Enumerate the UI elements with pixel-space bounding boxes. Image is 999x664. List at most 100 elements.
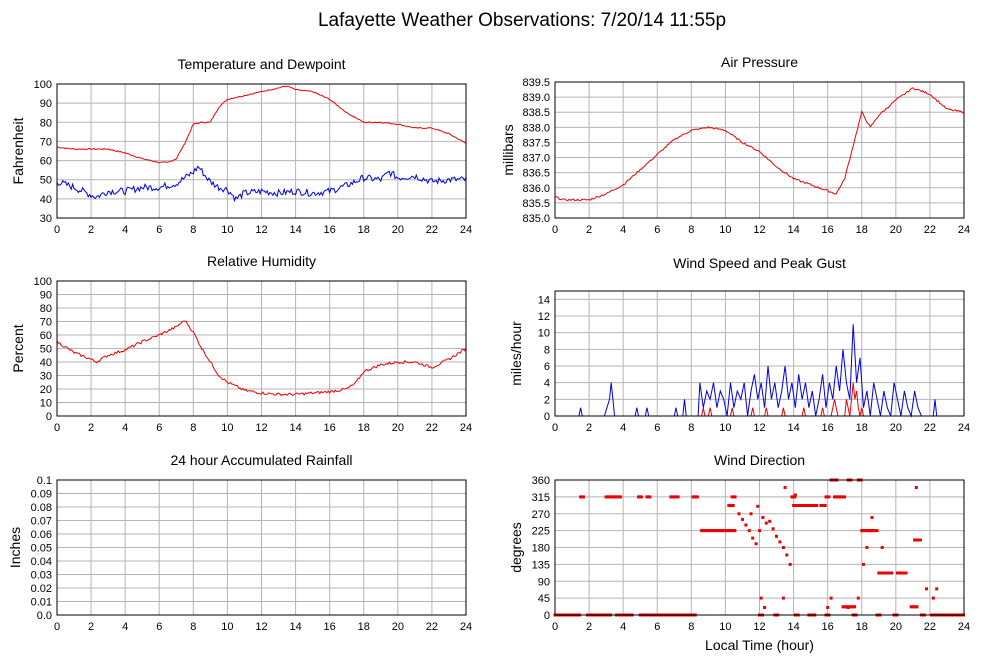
- x-tick-label: 6: [156, 621, 162, 633]
- x-tick-label: 6: [654, 621, 660, 633]
- y-tick-label: 0: [46, 411, 52, 423]
- direction-point: [744, 523, 748, 527]
- direction-point: [875, 529, 879, 533]
- x-tick-label: 4: [620, 621, 626, 633]
- y-tick-label: 20: [40, 384, 52, 396]
- y-tick-label: 0.06: [31, 529, 52, 541]
- x-tick-label: 8: [190, 422, 196, 434]
- direction-point: [761, 516, 765, 519]
- x-tick-label: 22: [924, 422, 936, 434]
- x-tick-label: 20: [890, 224, 902, 236]
- y-axis-label: Fahrenheit: [10, 117, 26, 184]
- y-axis-label: degrees: [508, 522, 524, 573]
- x-tick-label: 16: [324, 621, 336, 633]
- y-tick-label: 4: [544, 378, 550, 390]
- direction-point: [781, 546, 785, 549]
- x-tick-label: 24: [460, 422, 472, 434]
- y-tick-label: 30: [40, 213, 52, 225]
- x-tick-label: 16: [324, 224, 336, 236]
- x-tick-label: 8: [190, 621, 196, 633]
- y-tick-label: 838.5: [522, 107, 550, 119]
- y-tick-label: 839.5: [522, 77, 550, 89]
- chart-title: Wind Direction: [714, 452, 805, 468]
- y-tick-label: 100: [34, 79, 52, 91]
- direction-point: [826, 606, 830, 609]
- y-tick-label: 90: [40, 98, 52, 110]
- y-axis-label: millibars: [500, 124, 516, 175]
- x-tick-label: 24: [958, 621, 970, 633]
- y-tick-label: 0.0: [37, 610, 52, 622]
- direction-point: [853, 605, 857, 609]
- direction-point: [935, 587, 939, 591]
- direction-point: [925, 587, 928, 591]
- x-tick-label: 20: [392, 422, 404, 434]
- y-tick-label: 0.02: [31, 583, 52, 595]
- direction-point: [890, 571, 894, 575]
- x-tick-label: 24: [460, 621, 472, 633]
- y-axis-label: Inches: [7, 527, 23, 568]
- y-tick-label: 0.04: [31, 556, 52, 568]
- y-tick-label: 270: [532, 509, 550, 521]
- x-tick-label: 10: [719, 621, 731, 633]
- x-tick-label: 14: [289, 422, 301, 434]
- direction-point: [771, 527, 775, 531]
- temp-series-line: [56, 165, 467, 203]
- y-tick-label: 50: [40, 344, 52, 356]
- y-tick-label: 14: [538, 294, 550, 306]
- x-tick-label: 16: [324, 422, 336, 434]
- y-tick-label: 12: [538, 311, 550, 323]
- x-tick-label: 18: [856, 224, 868, 236]
- x-tick-label: 20: [392, 224, 404, 236]
- direction-point: [756, 504, 760, 508]
- y-tick-label: 40: [40, 194, 52, 206]
- direction-point: [731, 504, 735, 507]
- x-tick-label: 8: [190, 224, 196, 236]
- x-tick-label: 12: [255, 621, 267, 633]
- x-tick-label: 22: [426, 422, 438, 434]
- x-tick-label: 2: [88, 422, 94, 434]
- x-tick-label: 0: [54, 621, 60, 633]
- y-tick-label: 0.05: [31, 543, 52, 555]
- plot-frame: [554, 81, 965, 219]
- x-tick-label: 0: [54, 224, 60, 236]
- direction-point: [788, 562, 792, 566]
- direction-point: [749, 512, 753, 516]
- direction-point: [904, 571, 908, 575]
- x-tick-label: 4: [620, 224, 626, 236]
- plot-frame: [554, 290, 965, 417]
- direction-point: [914, 486, 918, 489]
- x-tick-label: 0: [552, 422, 558, 434]
- y-tick-label: 838.0: [522, 122, 550, 134]
- direction-point: [737, 512, 741, 516]
- x-tick-label: 20: [392, 621, 404, 633]
- pressure-series-line: [554, 87, 965, 202]
- x-tick-label: 22: [924, 224, 936, 236]
- humidity-series-line: [56, 320, 467, 397]
- x-tick-label: 8: [688, 422, 694, 434]
- y-tick-label: 10: [40, 398, 52, 410]
- plot-frame: [554, 479, 965, 616]
- x-tick-label: 18: [358, 422, 370, 434]
- y-tick-label: 835.0: [522, 213, 550, 225]
- x-tick-label: 2: [586, 621, 592, 633]
- x-tick-label: 24: [958, 422, 970, 434]
- x-tick-label: 22: [426, 621, 438, 633]
- y-tick-label: 0.07: [31, 516, 52, 528]
- x-tick-label: 2: [586, 422, 592, 434]
- direction-point: [778, 540, 782, 544]
- x-tick-label: 22: [924, 621, 936, 633]
- x-tick-label: 2: [88, 621, 94, 633]
- direction-point: [815, 504, 819, 507]
- direction-point: [582, 495, 585, 499]
- x-tick-label: 16: [822, 224, 834, 236]
- x-tick-label: 0: [552, 621, 558, 633]
- x-tick-label: 6: [654, 422, 660, 434]
- plot-frame: [56, 83, 467, 219]
- direction-point: [868, 529, 872, 533]
- x-tick-label: 12: [255, 224, 267, 236]
- y-tick-label: 60: [40, 156, 52, 168]
- direction-point: [759, 596, 763, 600]
- x-tick-label: 20: [890, 621, 902, 633]
- direction-point: [865, 546, 869, 549]
